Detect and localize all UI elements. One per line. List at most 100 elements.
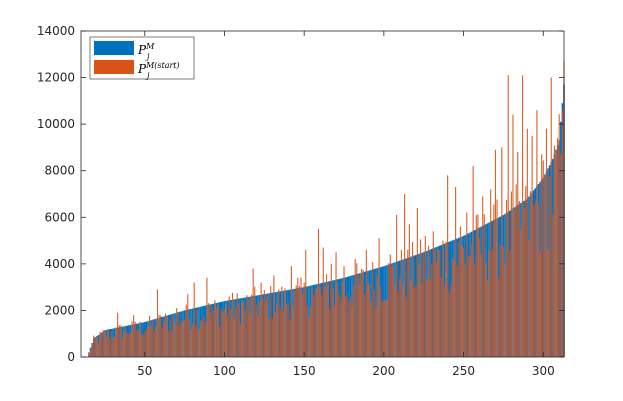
bar-orange	[303, 282, 305, 357]
y-tick-label: 10000	[37, 117, 75, 131]
bar-orange	[152, 319, 154, 357]
bar-orange	[219, 326, 221, 357]
bar-orange	[96, 337, 98, 357]
x-tick-label: 200	[372, 364, 395, 378]
bar-orange	[498, 277, 500, 357]
bar-orange	[120, 325, 122, 357]
bar-orange	[534, 200, 536, 357]
bar-orange	[555, 152, 557, 357]
bar-orange	[174, 322, 176, 357]
bar-orange	[359, 284, 361, 357]
bar-orange	[101, 333, 103, 357]
bar-orange	[341, 281, 343, 357]
bar-orange	[282, 311, 285, 357]
bar-orange	[423, 253, 425, 357]
bar-orange	[316, 286, 318, 357]
bar-orange	[184, 319, 186, 357]
bar-orange	[354, 259, 356, 357]
bar-orange	[383, 299, 385, 357]
bar-orange	[533, 205, 535, 357]
bar-orange	[266, 295, 269, 357]
bar-orange	[308, 317, 310, 357]
bar-orange	[542, 160, 544, 357]
bar-orange	[153, 331, 155, 357]
bar-orange	[450, 284, 452, 357]
bar-orange	[392, 265, 394, 357]
bar-orange	[470, 243, 473, 357]
bar-orange	[415, 285, 417, 357]
bar-orange	[150, 326, 152, 357]
bar-orange	[314, 289, 316, 357]
bar-orange	[480, 253, 482, 357]
x-tick-label: 50	[137, 364, 152, 378]
bar-orange	[262, 297, 264, 357]
bar-orange	[381, 302, 383, 357]
bar-orange	[225, 303, 227, 357]
bar-orange	[397, 291, 399, 357]
bar-orange	[451, 258, 453, 357]
bar-orange	[368, 284, 371, 357]
bar-orange	[102, 330, 104, 357]
bar-orange	[239, 324, 241, 357]
bar-orange	[439, 250, 441, 357]
bar-orange	[536, 110, 538, 357]
bar-orange	[552, 213, 554, 357]
bar-orange	[270, 285, 272, 357]
bar-orange	[337, 282, 339, 357]
bar-orange	[472, 166, 474, 357]
bar-orange	[389, 254, 391, 357]
bar-orange	[284, 288, 286, 357]
bar-orange	[163, 321, 165, 357]
y-axis: 0 2000 4000 6000 8000 10000 12000 14000	[37, 24, 564, 364]
plot-frame	[80, 30, 565, 358]
bar-orange	[104, 330, 106, 357]
legend-orange-sup: M(start)	[145, 61, 180, 70]
bar-orange	[290, 266, 292, 357]
bar-orange	[364, 293, 366, 357]
bar-orange	[257, 315, 259, 357]
bar-orange	[520, 229, 522, 357]
bar-orange	[386, 299, 388, 357]
bar-orange	[289, 319, 291, 357]
bar-orange	[112, 337, 114, 357]
bar-orange	[306, 305, 308, 357]
bar-orange	[147, 326, 149, 357]
bar-orange	[187, 294, 189, 357]
bar-orange	[131, 321, 133, 357]
bar-orange	[396, 214, 398, 357]
bar-orange	[97, 342, 100, 357]
y-tick-label: 6000	[44, 210, 75, 224]
bar-orange	[458, 241, 460, 357]
bar-orange	[496, 199, 498, 357]
bar-orange	[228, 296, 230, 357]
bar-orange	[195, 326, 197, 357]
bar-orange	[164, 313, 167, 357]
bar-orange	[391, 265, 393, 357]
bar-orange	[400, 249, 402, 357]
bar-orange	[419, 239, 422, 357]
bar-orange	[309, 306, 312, 357]
bar-orange	[230, 308, 232, 357]
bar-orange	[276, 303, 278, 357]
bar-orange	[426, 279, 428, 357]
bar-orange	[206, 277, 208, 357]
bar-orange	[456, 265, 458, 357]
bar-orange	[357, 276, 359, 357]
bar-orange	[160, 315, 162, 357]
bar-orange	[322, 247, 324, 357]
legend-label-orange: PM(start)	[137, 61, 180, 76]
bar-orange	[448, 291, 450, 357]
bar-orange	[432, 231, 434, 357]
bar-orange	[427, 245, 430, 357]
bar-orange	[537, 203, 540, 357]
bar-orange	[200, 320, 202, 357]
y-tick-label: 4000	[44, 257, 75, 271]
bar-orange	[317, 228, 320, 357]
bar-orange	[204, 322, 206, 357]
bar-orange	[529, 191, 532, 357]
x-tick-label: 300	[532, 364, 555, 378]
bar-orange	[367, 284, 369, 357]
bar-orange	[105, 336, 108, 357]
bar-orange	[384, 300, 387, 357]
bar-orange	[388, 263, 390, 357]
